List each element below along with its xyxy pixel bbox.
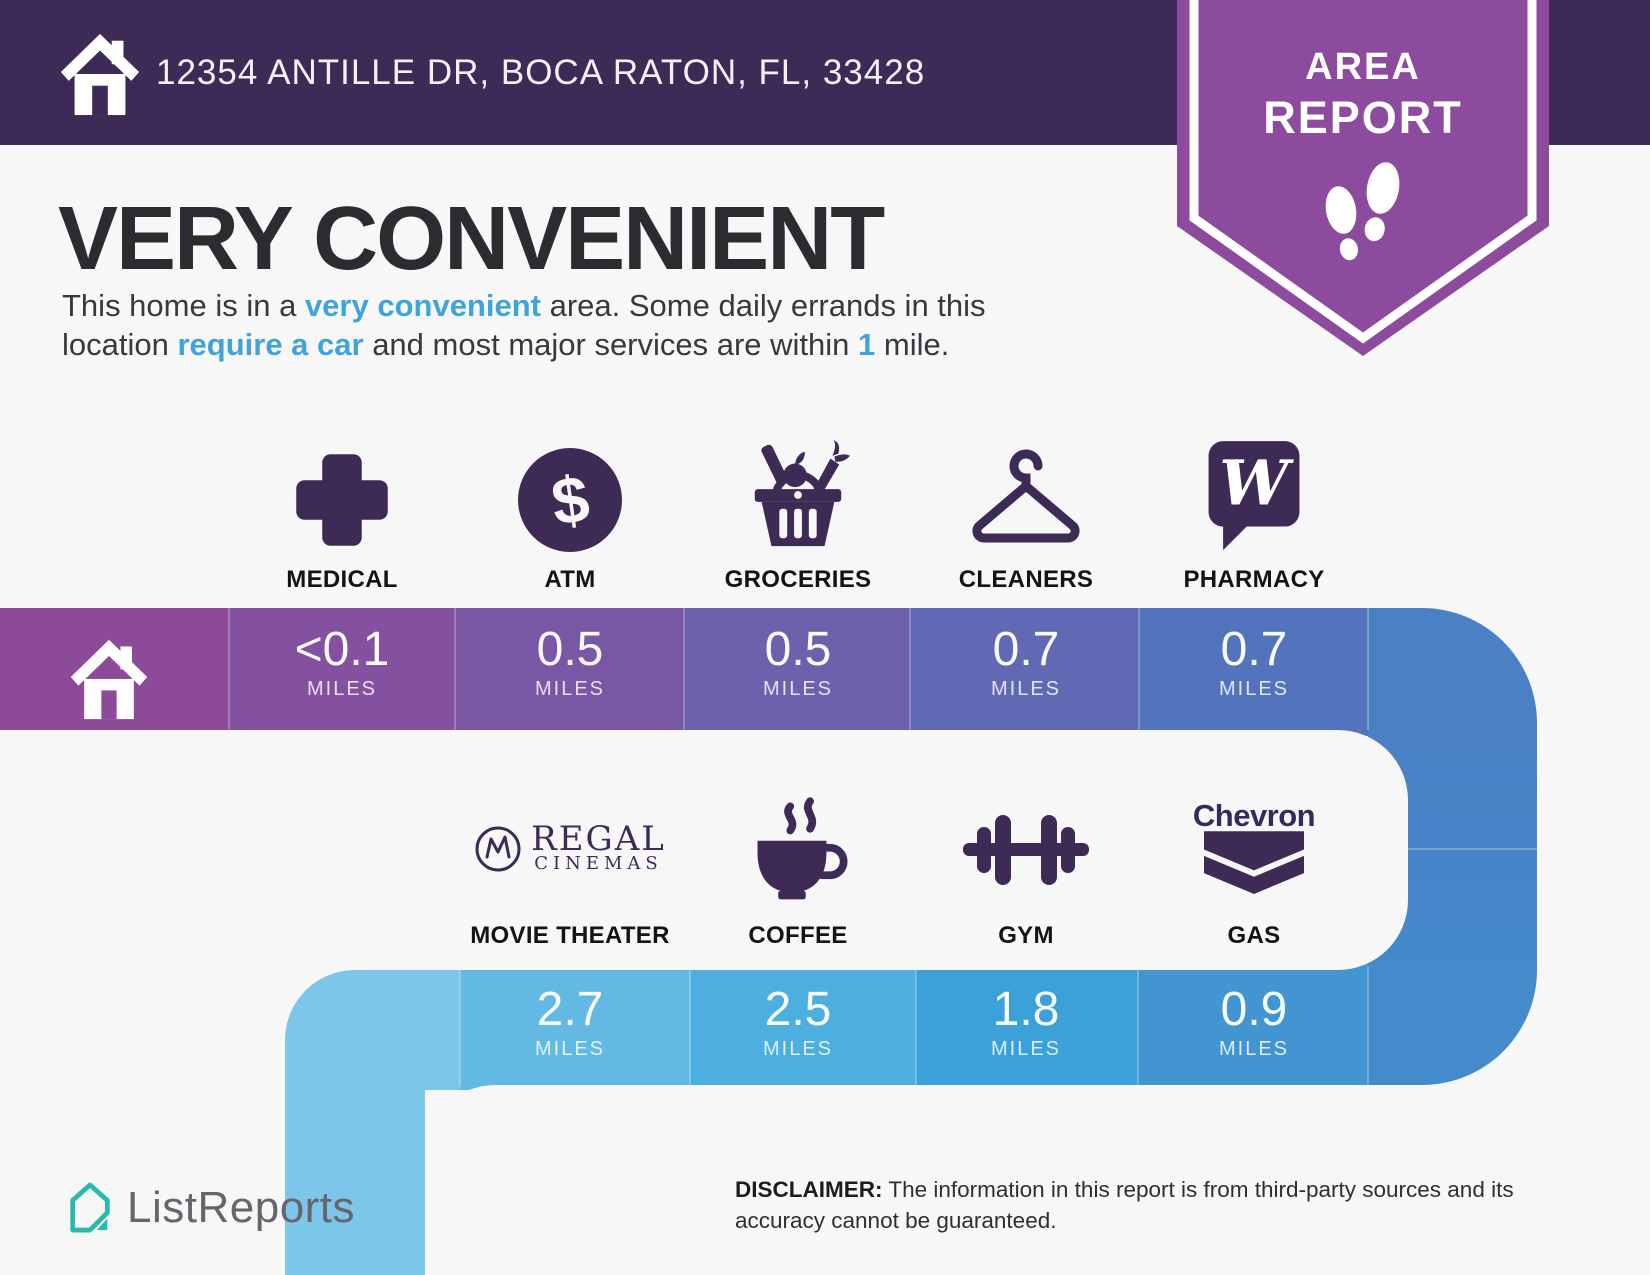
intro-paragraph: This home is in a very convenient area. … xyxy=(62,286,1122,364)
disclaimer-text: accuracy cannot be guaranteed. xyxy=(735,1208,1057,1233)
footprints-icon xyxy=(1325,162,1400,261)
distance-unit: MILES xyxy=(990,678,1062,700)
amenity-label: MOVIE THEATER xyxy=(470,922,670,949)
distance-cleaners: 0.7 xyxy=(992,623,1060,676)
disclaimer-text: The information in this report is from t… xyxy=(882,1177,1514,1202)
home-marker-icon xyxy=(70,639,148,720)
amenity-label: GYM xyxy=(998,922,1054,949)
amenity-movie-theater: REGAL CINEMAS MOVIE THEATER xyxy=(456,790,684,950)
dumbbell-icon xyxy=(963,815,1089,885)
medical-cross-icon xyxy=(296,454,388,546)
amenity-gas: Chevron GAS xyxy=(1140,790,1368,950)
chevron-logo-icon: Chevron xyxy=(1192,798,1316,897)
badge-ribbon-shape xyxy=(1177,0,1549,356)
disclaimer: DISCLAIMER: The information in this repo… xyxy=(735,1174,1615,1236)
intro-highlight-require-a-car: require a car xyxy=(177,327,364,362)
regal-wordmark: REGAL xyxy=(531,819,666,859)
listreports-house-icon xyxy=(70,1182,110,1233)
amenity-gym: GYM xyxy=(912,790,1140,950)
walgreens-logo-icon: W xyxy=(1208,441,1300,551)
distance-unit: MILES xyxy=(1218,678,1290,700)
walgreens-w-letter: W xyxy=(1219,447,1294,520)
intro-text: area. Some daily errands in this xyxy=(540,288,986,323)
chevron-stripes xyxy=(1204,831,1304,894)
page-title: VERY CONVENIENT xyxy=(58,189,885,289)
intro-text: This home is in a xyxy=(62,288,305,323)
home-icon xyxy=(60,33,140,116)
intro-text: mile. xyxy=(875,327,950,362)
distance-movie-theater: 2.7 xyxy=(536,983,604,1036)
intro-text: location xyxy=(62,327,178,362)
amenity-label: PHARMACY xyxy=(1183,566,1325,593)
badge-title-line2: REPORT xyxy=(1263,92,1463,143)
distance-unit: MILES xyxy=(534,1038,606,1060)
distance-groceries: 0.5 xyxy=(764,623,832,676)
intro-highlight-one: 1 xyxy=(858,327,876,362)
amenity-label: COFFEE xyxy=(748,922,848,949)
distance-pharmacy: 0.7 xyxy=(1220,623,1288,676)
distance-unit: MILES xyxy=(990,1038,1062,1060)
clothes-hanger-icon xyxy=(972,449,1080,543)
amenity-cleaners: CLEANERS xyxy=(912,440,1140,594)
property-address: 12354 ANTILLE DR, BOCA RATON, FL, 33428 xyxy=(156,52,926,92)
amenity-atm: $ ATM xyxy=(456,440,684,594)
dollar-sign: $ xyxy=(546,460,594,540)
amenity-pharmacy: W PHARMACY xyxy=(1140,440,1368,594)
regal-cinemas-logo-icon: REGAL CINEMAS xyxy=(474,819,666,874)
amenity-label: ATM xyxy=(544,566,596,593)
distance-gym: 1.8 xyxy=(992,983,1060,1036)
distance-gas: 0.9 xyxy=(1220,983,1288,1036)
chevron-wordmark: Chevron xyxy=(1192,798,1316,833)
coffee-cup-icon xyxy=(757,797,848,900)
amenity-label: GAS xyxy=(1227,922,1281,949)
badge-title-line1: AREA xyxy=(1305,46,1421,88)
distance-unit: MILES xyxy=(762,1038,834,1060)
disclaimer-label: DISCLAIMER: xyxy=(735,1177,883,1202)
amenity-groceries: GROCERIES xyxy=(684,439,912,594)
distance-unit: MILES xyxy=(762,678,834,700)
amenity-label: GROCERIES xyxy=(724,566,872,593)
amenity-label: MEDICAL xyxy=(286,566,398,593)
distance-medical: <0.1 xyxy=(294,623,390,676)
listreports-logo: ListReports xyxy=(66,1180,355,1236)
amenity-medical: MEDICAL xyxy=(228,440,456,594)
intro-highlight-very-convenient: very convenient xyxy=(304,288,541,323)
distance-unit: MILES xyxy=(534,678,606,700)
distance-unit: MILES xyxy=(1218,1038,1290,1060)
dollar-circle-icon: $ xyxy=(518,448,622,552)
distance-atm: 0.5 xyxy=(536,623,604,676)
grocery-basket-icon xyxy=(754,439,851,547)
distance-coffee: 2.5 xyxy=(764,983,832,1036)
cinemas-wordmark: CINEMAS xyxy=(534,853,663,874)
brand-name: ListReports xyxy=(127,1183,356,1232)
amenity-coffee: COFFEE xyxy=(684,790,912,950)
area-report-badge: AREA REPORT xyxy=(1177,0,1549,362)
distance-unit: MILES xyxy=(306,678,378,700)
regal-crown-emblem xyxy=(475,826,521,872)
amenity-label: CLEANERS xyxy=(958,566,1094,593)
intro-text: and most major services are within xyxy=(363,327,859,362)
